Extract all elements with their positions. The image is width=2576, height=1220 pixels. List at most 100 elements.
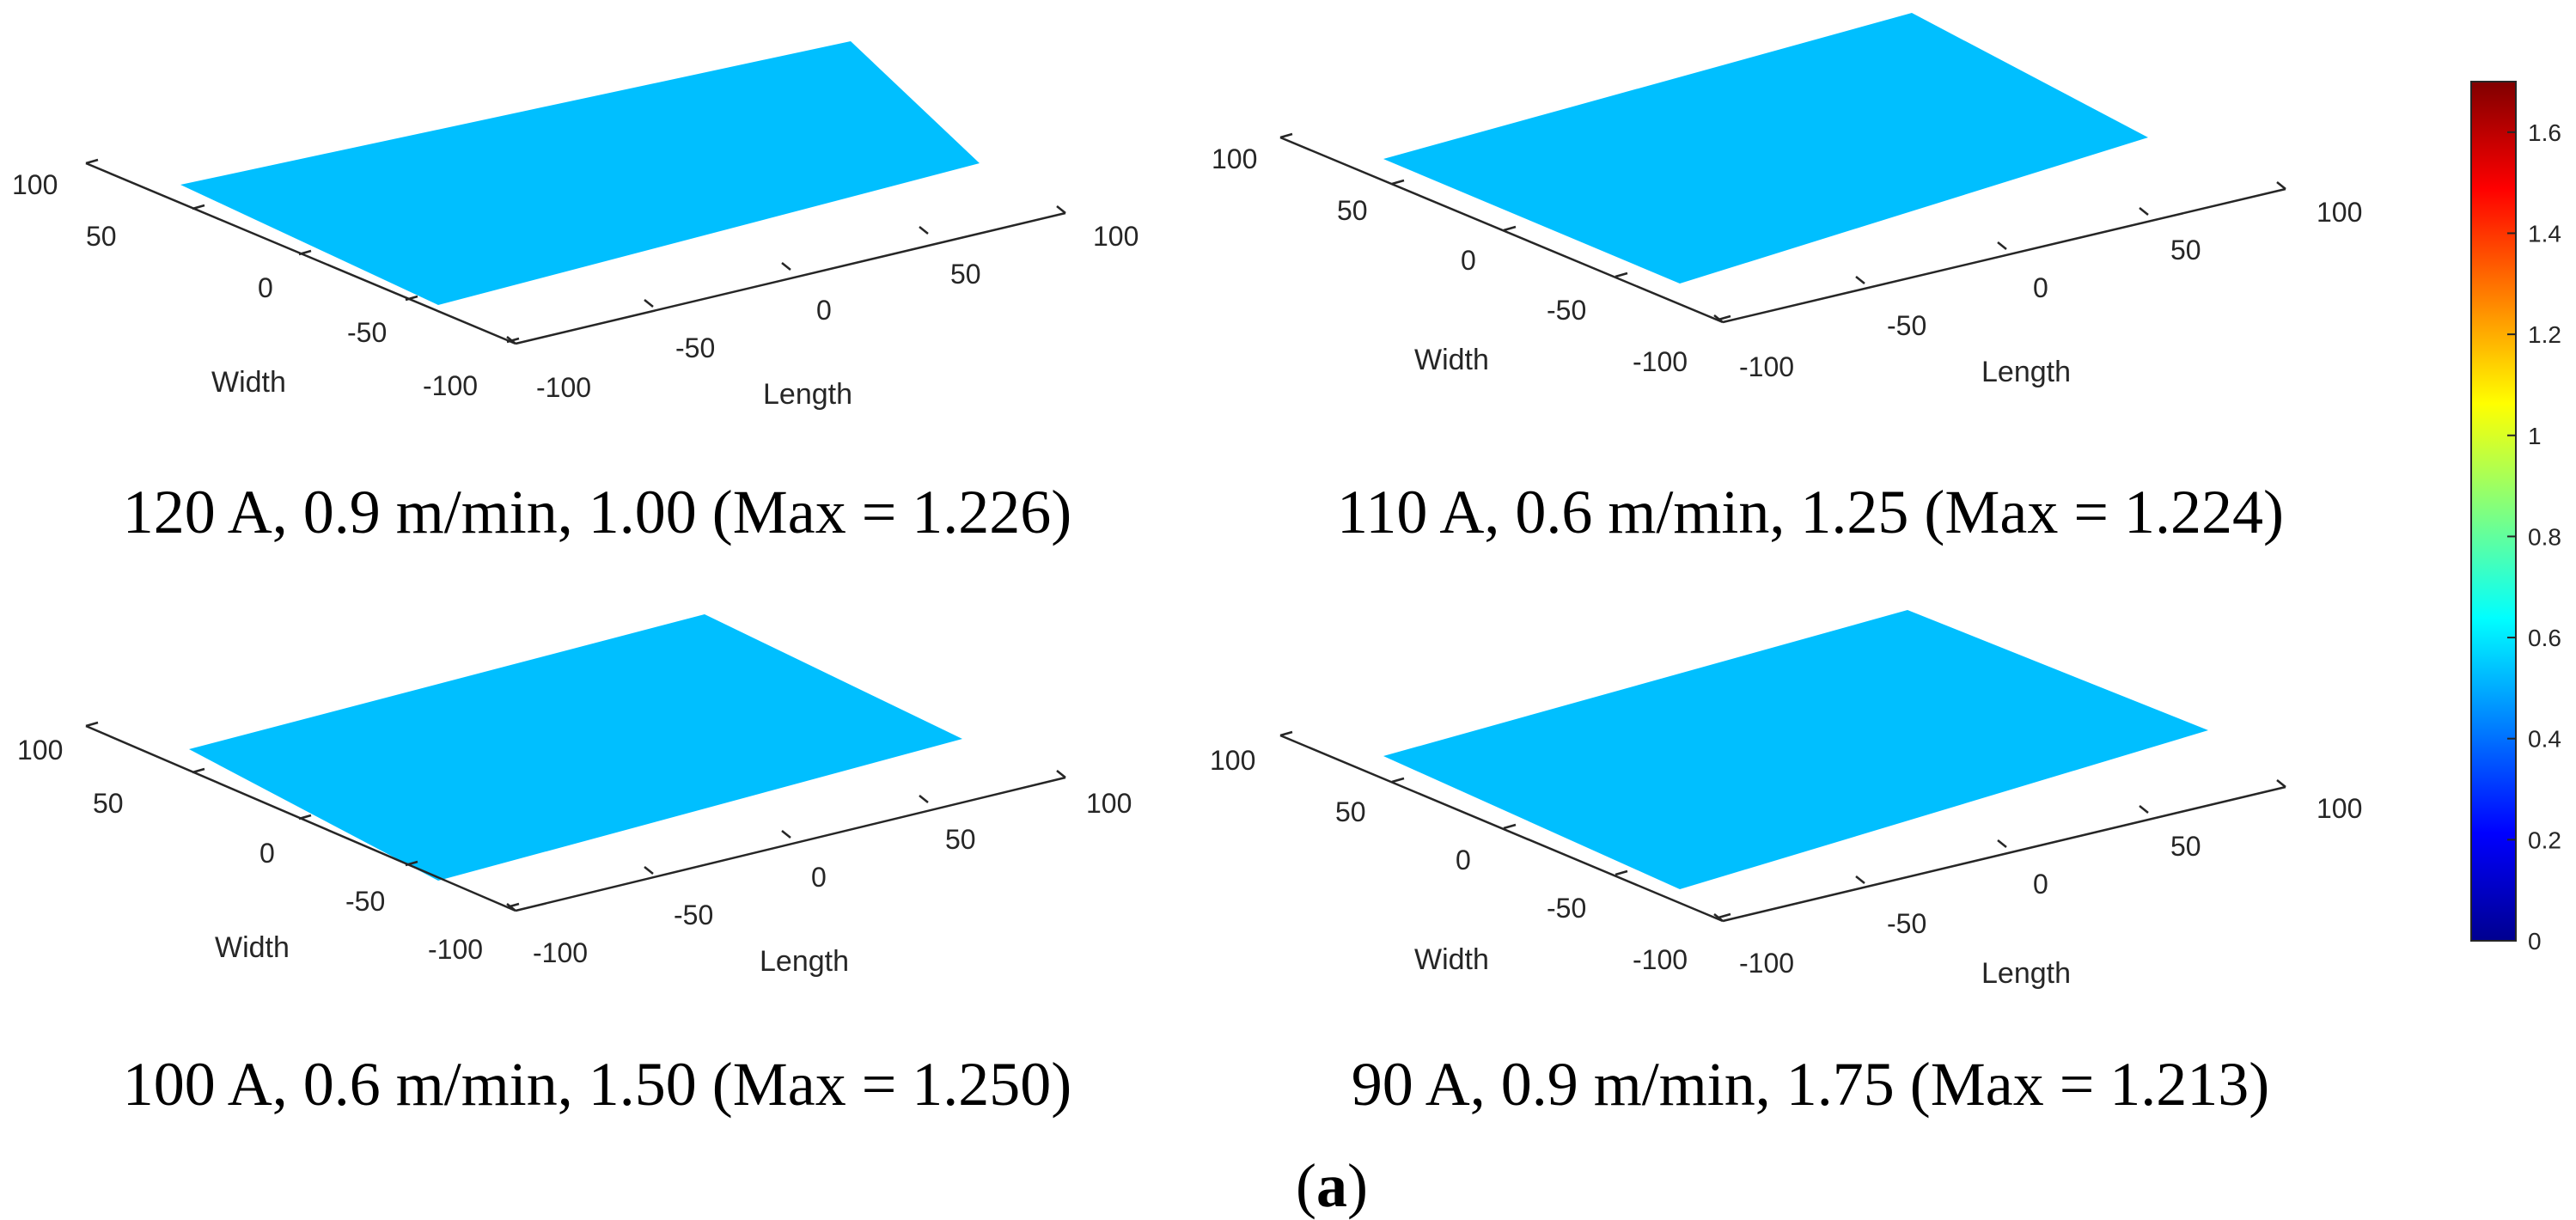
length-tick-50: 50	[950, 259, 981, 290]
width-tick-mark	[85, 158, 99, 165]
length-tick-100: 100	[2317, 793, 2362, 824]
width-tick-0: 0	[1461, 245, 1476, 276]
width-tick-mark	[1391, 777, 1405, 784]
length-tick-mark	[1997, 839, 2007, 848]
width-tick-50: 50	[86, 221, 117, 252]
width-tick-100: 100	[1210, 745, 1255, 776]
colorbar-tick-label: 0.6	[2528, 625, 2561, 651]
length-tick-0: 0	[816, 295, 832, 326]
length-tick-neg50: -50	[1887, 908, 1926, 939]
length-axis-line	[1722, 187, 2286, 324]
length-tick-mark	[919, 226, 929, 235]
axes	[85, 721, 1066, 912]
length-tick-mark	[1855, 276, 1865, 284]
width-tick-neg50: -50	[1547, 893, 1586, 924]
length-tick-neg50: -50	[675, 332, 715, 363]
length-axis-line	[515, 211, 1066, 345]
width-tick-mark	[1391, 179, 1405, 186]
length-tick-mark	[506, 903, 516, 912]
width-tick-mark	[298, 249, 312, 256]
width-tick-neg100: -100	[1633, 346, 1688, 377]
width-tick-mark	[192, 767, 205, 774]
length-tick-mark	[506, 336, 516, 345]
width-tick-0: 0	[1456, 845, 1471, 875]
colorbar-tick-label: 1.2	[2528, 321, 2561, 348]
length-tick-100: 100	[1093, 221, 1138, 252]
width-tick-0: 0	[258, 272, 273, 303]
width-tick-100: 100	[17, 735, 63, 766]
length-tick-50: 50	[2170, 235, 2201, 265]
colorbar-tick-label: 0.8	[2528, 523, 2561, 550]
surface-patch	[1383, 13, 2148, 284]
length-tick-neg100: -100	[1739, 351, 1794, 382]
surface-plot-4: 100 50 0 -50 -100 -100 -50 0 50 100 Widt…	[1210, 610, 2362, 1119]
width-tick-mark	[405, 295, 418, 302]
width-tick-neg100: -100	[423, 370, 478, 401]
surface-patch	[180, 41, 980, 305]
length-tick-100: 100	[1086, 788, 1132, 819]
colorbar-gradient	[2470, 81, 2517, 942]
length-tick-50: 50	[2170, 831, 2201, 862]
sublabel-letter: a	[1316, 1151, 1347, 1220]
axes	[1279, 132, 2286, 324]
length-axis-label: Length	[1981, 356, 2071, 388]
length-tick-neg100: -100	[536, 372, 591, 403]
width-axis-label: Width	[211, 366, 286, 399]
width-tick-mark	[1503, 823, 1517, 830]
width-tick-50: 50	[1337, 195, 1368, 226]
length-tick-neg50: -50	[1887, 310, 1926, 341]
surface-patch	[189, 614, 962, 881]
length-tick-100: 100	[2317, 197, 2362, 228]
axes	[85, 158, 1066, 345]
panel-caption: 90 A, 0.9 m/min, 1.75 (Max = 1.213)	[1352, 1050, 2270, 1119]
width-tick-mark	[1615, 271, 1628, 278]
width-tick-100: 100	[12, 169, 58, 200]
width-tick-mark	[1615, 869, 1628, 876]
width-tick-mark	[1279, 132, 1293, 139]
length-tick-mark	[1713, 913, 1724, 922]
length-tick-mark	[2276, 181, 2286, 190]
width-tick-neg50: -50	[347, 317, 387, 348]
width-tick-neg100: -100	[1633, 944, 1688, 975]
length-axis-label: Length	[763, 378, 852, 411]
width-tick-mark	[85, 721, 99, 728]
colorbar: 0 0.2 0.4 0.6 0.8 1 1.2 1.4 1.6	[2470, 81, 2561, 955]
width-tick-50: 50	[93, 788, 124, 819]
panel-caption: 120 A, 0.9 m/min, 1.00 (Max = 1.226)	[123, 478, 1072, 546]
width-tick-0: 0	[259, 838, 275, 869]
width-tick-mark	[298, 814, 312, 820]
length-tick-mark	[1056, 205, 1066, 214]
length-tick-mark	[644, 866, 654, 875]
length-axis-line	[515, 776, 1066, 912]
width-tick-mark	[405, 860, 418, 867]
panel-caption: 110 A, 0.6 m/min, 1.25 (Max = 1.224)	[1337, 478, 2284, 546]
sublabel-close: )	[1347, 1151, 1368, 1220]
length-tick-50: 50	[945, 824, 976, 855]
length-tick-mark	[781, 830, 791, 839]
length-axis-label: Length	[1981, 957, 2071, 990]
colorbar-tick-label: 0.2	[2528, 827, 2561, 853]
length-tick-mark	[2139, 805, 2149, 814]
colorbar-ticks: 0 0.2 0.4 0.6 0.8 1 1.2 1.4 1.6	[2507, 119, 2561, 955]
length-axis-line	[1722, 785, 2286, 923]
width-axis-label: Width	[215, 931, 290, 964]
width-tick-neg100: -100	[428, 934, 483, 965]
width-tick-neg50: -50	[345, 886, 385, 917]
colorbar-tick-label: 0.4	[2528, 726, 2561, 753]
width-axis-label: Width	[1414, 344, 1489, 376]
width-tick-neg50: -50	[1547, 295, 1586, 326]
panel-caption: 100 A, 0.6 m/min, 1.50 (Max = 1.250)	[123, 1050, 1072, 1119]
width-tick-mark	[192, 204, 205, 210]
colorbar-tick-label: 1.6	[2528, 119, 2561, 146]
colorbar-tick-label: 1	[2528, 423, 2542, 449]
figure-sublabel: (a)	[1296, 1151, 1368, 1220]
width-axis-label: Width	[1414, 943, 1489, 976]
length-tick-neg100: -100	[533, 937, 588, 968]
surface-plot-3: 100 50 0 -50 -100 -100 -50 0 50 100 Widt…	[17, 614, 1132, 1119]
length-tick-0: 0	[811, 862, 827, 893]
width-axis-line	[1279, 136, 1724, 324]
width-tick-mark	[1503, 225, 1517, 232]
length-tick-mark	[781, 262, 791, 271]
width-tick-mark	[1279, 730, 1293, 737]
